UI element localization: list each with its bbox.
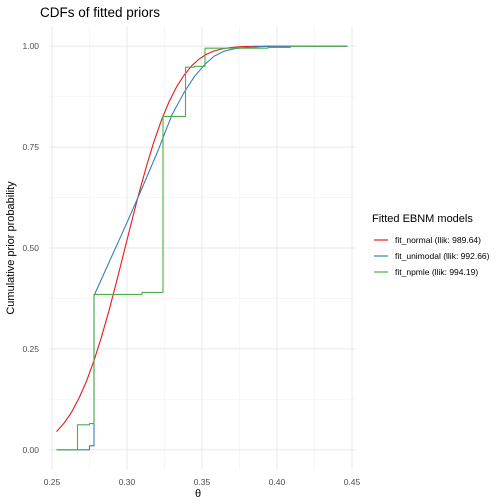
x-tick-label: 0.30 [119, 477, 136, 487]
x-tick-label: 0.40 [269, 477, 286, 487]
y-tick-label: 0.75 [22, 142, 39, 152]
x-tick-label: 0.45 [344, 477, 361, 487]
x-tick-label: 0.35 [194, 477, 211, 487]
legend: Fitted EBNM models fit_normal (llik: 989… [372, 213, 490, 277]
legend-label-2: fit_unimodal (llik: 992.66) [395, 251, 490, 261]
tick-labels: 0.25 0.30 0.35 0.40 0.45 0.00 0.25 0.50 0.75 1.00 [22, 41, 360, 487]
y-tick-label: 0.50 [22, 243, 39, 253]
y-tick-label: 0.25 [22, 344, 39, 354]
series-line-3 [56, 45, 348, 451]
grid [49, 26, 355, 470]
legend-label-1: fit_normal (llik: 989.64) [395, 235, 481, 245]
chart-title: CDFs of fitted priors [40, 5, 160, 20]
y-axis-title: Cumulative prior probability [5, 181, 17, 315]
y-tick-label: 1.00 [22, 41, 39, 51]
y-tick-label: 0.00 [22, 445, 39, 455]
legend-title: Fitted EBNM models [372, 213, 473, 225]
legend-label-3: fit_npmle (llik: 994.19) [395, 267, 478, 277]
x-axis-title: θ [195, 488, 201, 500]
x-tick-label: 0.25 [44, 477, 61, 487]
series-lines [56, 45, 348, 451]
